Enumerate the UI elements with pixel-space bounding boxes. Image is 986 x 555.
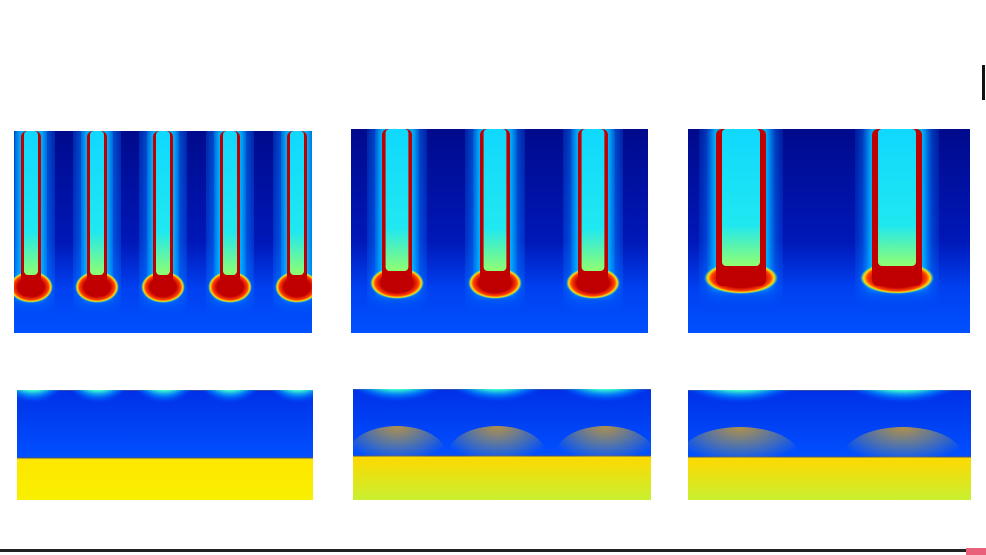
cap-glow <box>449 389 545 423</box>
simulation-panel <box>688 390 971 500</box>
simulation-panel <box>17 390 313 500</box>
cap-glow <box>846 390 960 424</box>
pillar-core <box>290 131 304 275</box>
simulation-panel <box>351 129 648 333</box>
pillar-core <box>581 129 605 271</box>
pillar-core <box>223 131 237 275</box>
cap-glow <box>67 390 129 424</box>
substrate-hotspot <box>555 426 651 486</box>
corner-mark <box>966 548 986 555</box>
substrate-hotspot <box>353 426 447 486</box>
cap-glow <box>133 390 195 424</box>
cap-glow <box>353 389 445 423</box>
pillar-core <box>878 129 916 266</box>
simulation-panel <box>688 129 970 333</box>
pillar-core <box>385 129 409 271</box>
panels <box>14 129 971 500</box>
bottom-rule <box>0 549 986 552</box>
pillar-core <box>90 131 104 275</box>
cap-glow <box>557 389 651 423</box>
substrate-hotspot <box>447 426 547 486</box>
cap-glow <box>199 390 261 424</box>
substrate-hotspot <box>843 427 963 487</box>
pillar-core <box>156 131 170 275</box>
pillar-core <box>722 129 760 266</box>
substrate-hotspot <box>688 427 800 487</box>
cap-glow <box>17 390 64 424</box>
pillar-core <box>483 129 507 271</box>
simulation-panel <box>14 131 312 333</box>
edge-mark <box>982 65 985 100</box>
cap-glow <box>688 390 797 424</box>
simulation-panel <box>353 389 651 500</box>
pillar-core <box>24 131 38 275</box>
cap-glow <box>267 390 313 424</box>
substrate <box>17 458 313 500</box>
